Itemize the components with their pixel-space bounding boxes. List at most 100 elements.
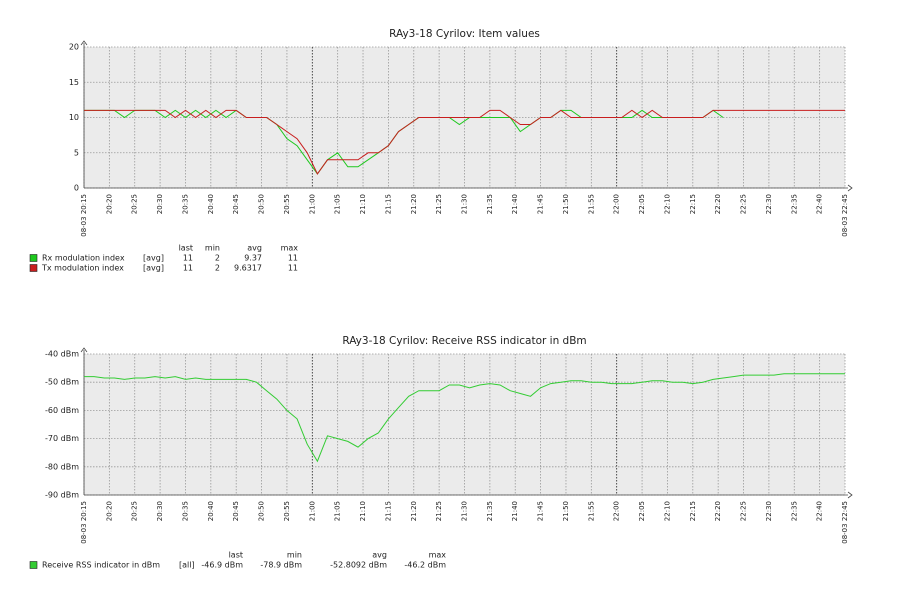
x-tick-label: 20:40 [207, 194, 215, 214]
legend-stat: 9.6317 [234, 264, 262, 273]
x-tick-label: 20:50 [258, 501, 266, 521]
legend-header: avg [372, 551, 387, 560]
x-tick-label: 21:50 [562, 501, 570, 521]
x-tick-label: 21:20 [410, 194, 418, 214]
x-tick-label: 22:20 [714, 501, 722, 521]
x-tick-label: 22:10 [663, 194, 671, 214]
y-tick-label: 20 [69, 43, 79, 52]
legend-function: [avg] [143, 254, 164, 263]
x-tick-label: 08-03 20:15 [80, 194, 88, 237]
legend-swatch [29, 264, 38, 272]
chart-title: RAy3-18 Cyrilov: Item values [389, 28, 540, 40]
axis-arrow [80, 40, 88, 46]
legend-header: max [281, 244, 299, 253]
x-tick-label: 21:30 [461, 194, 469, 214]
x-tick-label: 20:20 [105, 194, 113, 214]
legend-header: avg [247, 244, 262, 253]
legend-header: last [179, 244, 193, 253]
x-tick-label: 20:30 [156, 501, 164, 521]
y-tick-label: 5 [74, 148, 79, 157]
x-tick-label: 08-03 22:45 [841, 194, 849, 237]
x-tick-label: 20:55 [283, 501, 291, 521]
x-tick-label: 20:50 [258, 194, 266, 214]
x-tick-label: 21:30 [461, 501, 469, 521]
legend-swatch [29, 561, 38, 569]
legend-label: Tx modulation index [41, 264, 124, 273]
x-tick-label: 21:35 [486, 501, 494, 521]
x-tick-label: 22:20 [714, 194, 722, 214]
legend-function: [avg] [143, 264, 164, 273]
x-tick-label: 22:40 [816, 501, 824, 521]
series-line [84, 373, 845, 463]
legend-stat: 11 [288, 254, 298, 263]
x-tick-label: 22:25 [740, 501, 748, 521]
x-tick-label: 21:40 [511, 194, 519, 214]
legend-function: [all] [179, 561, 195, 570]
x-tick-label: 20:30 [156, 194, 164, 214]
x-tick-label: 22:25 [740, 194, 748, 214]
y-tick-label: -50 dBm [45, 378, 79, 387]
x-tick-label: 22:30 [765, 501, 773, 521]
x-tick-label: 21:10 [359, 501, 367, 521]
x-tick-label: 21:40 [511, 501, 519, 521]
x-tick-label: 20:55 [283, 194, 291, 214]
x-tick-label: 20:45 [232, 194, 240, 214]
x-tick-label: 22:35 [790, 501, 798, 521]
x-tick-label: 21:25 [435, 501, 443, 521]
x-tick-label: 21:55 [587, 194, 595, 214]
x-tick-label: 21:45 [537, 501, 545, 521]
x-tick-label: 21:20 [410, 501, 418, 521]
x-tick-label: 22:30 [765, 194, 773, 214]
legend-stat: 2 [215, 254, 220, 263]
legend-stat: 9.37 [244, 254, 262, 263]
y-tick-label: 15 [69, 78, 79, 87]
x-tick-label: 20:45 [232, 501, 240, 521]
x-tick-label: 21:05 [334, 501, 342, 521]
axis-arrow [80, 347, 88, 353]
x-tick-label: 21:05 [334, 194, 342, 214]
legend-stat: -46.2 dBm [404, 561, 446, 570]
x-tick-label: 22:00 [613, 194, 621, 214]
legend-stat: 2 [215, 264, 220, 273]
legend-swatch [29, 254, 38, 262]
x-tick-label: 20:20 [105, 501, 113, 521]
x-tick-label: 20:25 [131, 501, 139, 521]
x-tick-label: 21:35 [486, 194, 494, 214]
x-tick-label: 22:05 [638, 501, 646, 521]
x-tick-label: 21:00 [308, 194, 316, 214]
chart-title: RAy3-18 Cyrilov: Receive RSS indicator i… [342, 335, 586, 347]
legend-header: min [205, 244, 220, 253]
legend-header: last [229, 551, 243, 560]
x-tick-label: 21:15 [384, 194, 392, 214]
legend-header: min [287, 551, 302, 560]
x-tick-label: 22:15 [689, 194, 697, 214]
x-tick-label: 22:00 [613, 501, 621, 521]
series-line [84, 109, 845, 175]
y-tick-label: -70 dBm [45, 434, 79, 443]
x-tick-label: 20:35 [181, 501, 189, 521]
y-tick-label: 0 [74, 184, 79, 193]
axis-arrow [847, 491, 853, 499]
legend-label: Receive RSS indicator in dBm [42, 561, 160, 570]
x-tick-label: 08-03 22:45 [841, 501, 849, 544]
legend-stat: 11 [183, 254, 193, 263]
legend-label: Rx modulation index [42, 254, 125, 263]
legend-header: max [429, 551, 447, 560]
y-tick-label: -60 dBm [45, 406, 79, 415]
x-tick-label: 22:15 [689, 501, 697, 521]
x-tick-label: 22:05 [638, 194, 646, 214]
legend-stat: -78.9 dBm [260, 561, 302, 570]
x-tick-label: 21:45 [537, 194, 545, 214]
x-tick-label: 22:40 [816, 194, 824, 214]
x-tick-label: 21:15 [384, 501, 392, 521]
x-tick-label: 21:25 [435, 194, 443, 214]
y-tick-label: -40 dBm [45, 350, 79, 359]
x-tick-label: 20:40 [207, 501, 215, 521]
x-tick-label: 21:50 [562, 194, 570, 214]
x-tick-label: 21:55 [587, 501, 595, 521]
legend-stat: -52.8092 dBm [330, 561, 387, 570]
x-tick-label: 08-03 20:15 [80, 501, 88, 544]
axis-arrow [847, 184, 853, 192]
